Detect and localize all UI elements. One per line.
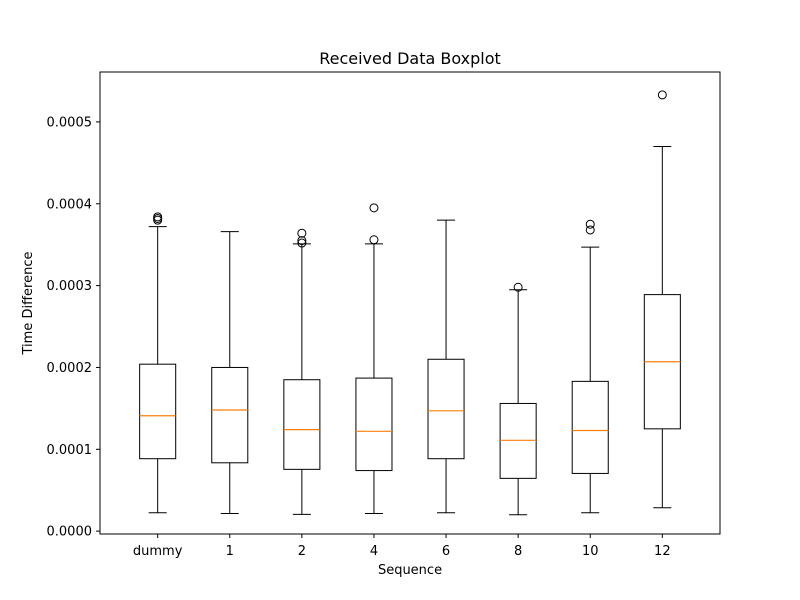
y-tick-label: 0.0002	[47, 361, 93, 376]
x-tick-label: dummy	[133, 544, 183, 559]
outlier-point	[297, 228, 307, 238]
box-iqr	[571, 380, 609, 474]
x-tick-label: 12	[654, 544, 671, 559]
box-iqr	[139, 363, 177, 460]
axes-frame	[99, 71, 721, 535]
box-group-1	[211, 231, 249, 515]
chart-title: Received Data Boxplot	[319, 49, 501, 68]
x-tick-label: 10	[582, 544, 599, 559]
box-iqr	[355, 377, 393, 472]
outlier-point	[369, 203, 379, 213]
outlier-point	[153, 212, 163, 222]
outlier-point	[297, 236, 307, 246]
box-group-dummy	[139, 212, 177, 514]
plot-area	[139, 90, 681, 516]
box-iqr	[427, 358, 465, 460]
x-axis: dummy 1 2 4 6 8 10 12	[133, 534, 671, 559]
box-group-10	[571, 219, 609, 514]
box-group-8	[499, 282, 537, 516]
x-tick-label: 2	[298, 544, 306, 559]
outlier-point	[585, 219, 595, 229]
y-tick-label: 0.0001	[47, 443, 93, 458]
y-tick-label: 0.0005	[47, 115, 93, 130]
box-iqr	[211, 366, 249, 464]
outlier-point	[585, 225, 595, 235]
box-group-6	[427, 219, 465, 514]
outlier-point	[369, 235, 379, 245]
x-tick-label: 1	[226, 544, 234, 559]
y-tick-label: 0.0004	[47, 197, 93, 212]
x-tick-label: 4	[370, 544, 378, 559]
box-iqr	[499, 402, 537, 479]
box-group-4	[355, 203, 393, 515]
outlier-point	[297, 238, 307, 248]
x-tick-label: 6	[442, 544, 450, 559]
outlier-point	[657, 90, 667, 100]
x-axis-label: Sequence	[378, 563, 442, 578]
box-group-2	[283, 228, 321, 515]
x-tick-label: 8	[514, 544, 522, 559]
box-iqr	[283, 379, 321, 470]
y-tick-label: 0.0000	[47, 525, 93, 540]
box-group-12	[643, 90, 681, 509]
outlier-point	[513, 282, 523, 292]
y-tick-label: 0.0003	[47, 279, 93, 294]
y-axis: 0.0000 0.0001 0.0002 0.0003 0.0004 0.0005	[47, 115, 100, 540]
y-axis-label: Time Difference	[21, 252, 36, 356]
